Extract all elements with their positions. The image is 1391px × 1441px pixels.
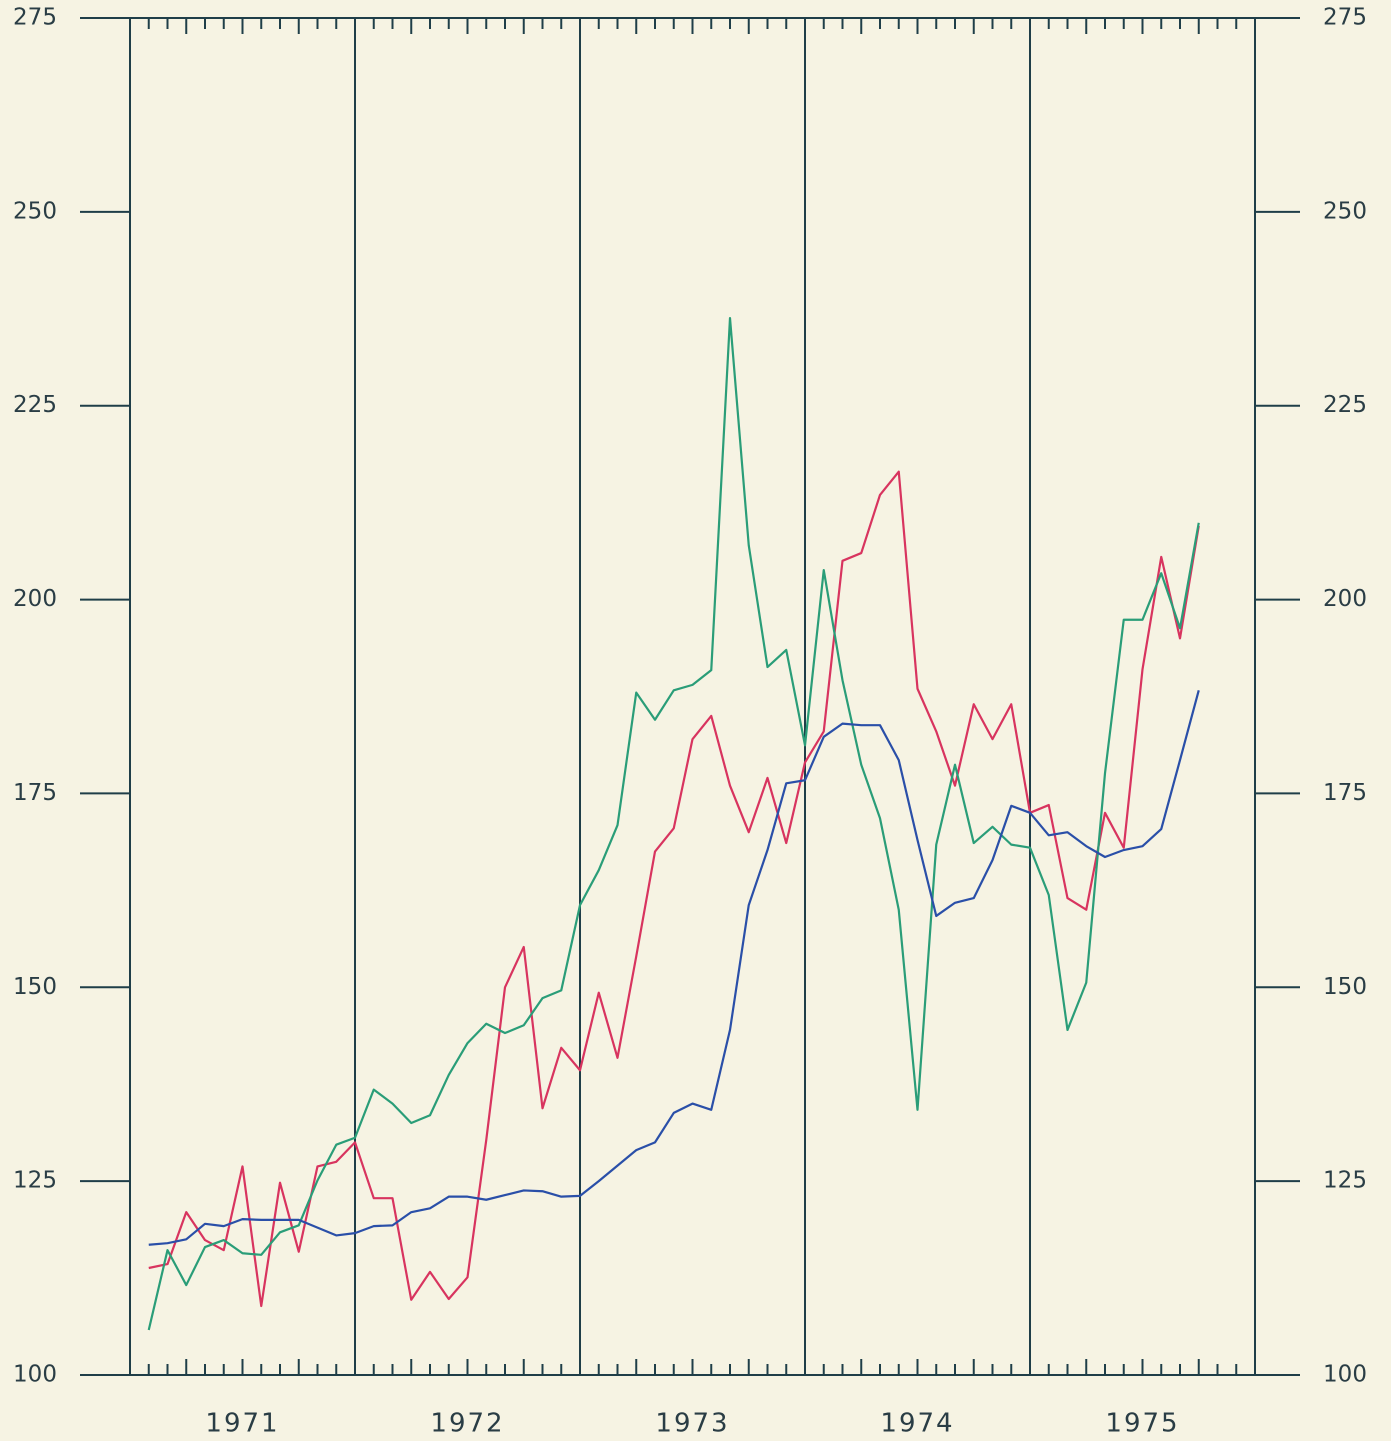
x-tick-label: 1973 xyxy=(655,1409,729,1439)
y-tick-label: 275 xyxy=(13,5,57,31)
y-tick-label-right: 200 xyxy=(1323,586,1367,612)
y-tick-label-right: 175 xyxy=(1323,780,1367,806)
y-tick-label-right: 150 xyxy=(1323,974,1367,1000)
y-tick-label: 200 xyxy=(13,586,57,612)
x-tick-label: 1975 xyxy=(1105,1409,1179,1439)
y-tick-label: 225 xyxy=(13,392,57,418)
y-tick-label: 250 xyxy=(13,198,57,224)
y-tick-label-right: 100 xyxy=(1323,1362,1367,1388)
y-tick-label: 100 xyxy=(13,1362,57,1388)
y-tick-label: 125 xyxy=(13,1168,57,1194)
series-line xyxy=(148,690,1200,1246)
y-tick-label: 150 xyxy=(13,974,57,1000)
y-tick-label-right: 125 xyxy=(1323,1168,1367,1194)
y-tick-label-right: 250 xyxy=(1323,198,1367,224)
y-tick-label-right: 275 xyxy=(1323,5,1367,31)
y-tick-label: 175 xyxy=(13,780,57,806)
x-tick-label: 1972 xyxy=(430,1409,504,1439)
x-tick-label: 1971 xyxy=(205,1409,279,1439)
series-line xyxy=(148,470,1200,1308)
x-tick-label: 1974 xyxy=(880,1409,954,1439)
y-tick-label-right: 225 xyxy=(1323,392,1367,418)
series-line xyxy=(147,316,1200,1331)
